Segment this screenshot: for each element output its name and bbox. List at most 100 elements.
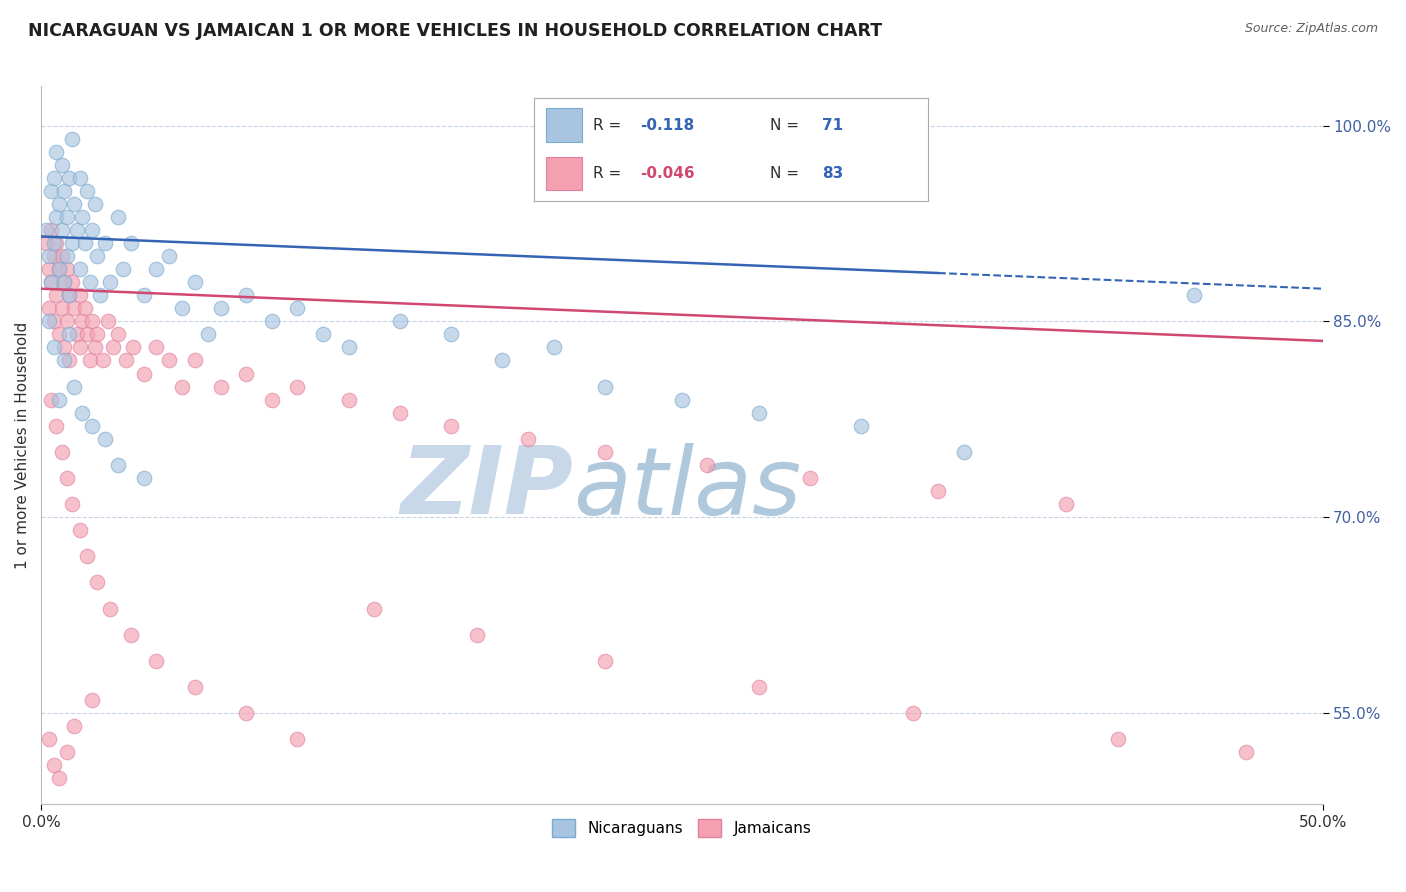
Point	[55, 249, 77, 263]
Point	[101, 341, 124, 355]
Point	[60, 131, 83, 145]
Point	[82, 418, 104, 433]
Text: 83: 83	[821, 166, 844, 180]
Point	[1234, 745, 1257, 759]
Point	[55, 210, 77, 224]
Point	[45, 288, 67, 302]
Point	[1107, 732, 1129, 747]
Point	[799, 471, 821, 485]
Point	[235, 288, 257, 302]
Text: -0.046: -0.046	[641, 166, 695, 180]
Point	[388, 314, 411, 328]
Point	[69, 170, 91, 185]
Point	[63, 719, 86, 733]
Point	[235, 367, 257, 381]
Point	[45, 235, 67, 250]
Point	[45, 210, 67, 224]
Text: atlas: atlas	[572, 443, 801, 534]
Point	[952, 445, 974, 459]
Point	[53, 353, 76, 368]
Point	[53, 275, 76, 289]
Point	[94, 432, 117, 446]
Text: R =: R =	[593, 166, 627, 180]
Point	[41, 392, 63, 407]
Point	[132, 367, 155, 381]
Text: ZIP: ZIP	[401, 442, 572, 534]
Text: 71: 71	[821, 119, 842, 133]
Point	[53, 275, 76, 289]
Point	[260, 392, 283, 407]
Text: N =: N =	[770, 166, 804, 180]
Point	[70, 314, 93, 328]
Point	[120, 235, 142, 250]
Point	[58, 170, 80, 185]
Point	[53, 184, 76, 198]
Point	[38, 301, 60, 316]
Point	[58, 288, 80, 302]
Point	[42, 235, 65, 250]
Point	[73, 301, 96, 316]
Point	[51, 249, 73, 263]
Point	[73, 235, 96, 250]
Point	[66, 327, 89, 342]
Point	[107, 210, 129, 224]
Point	[58, 353, 80, 368]
Point	[51, 301, 73, 316]
Point	[86, 249, 108, 263]
Point	[79, 353, 101, 368]
Legend: Nicaraguans, Jamaicans: Nicaraguans, Jamaicans	[546, 813, 817, 843]
Point	[388, 406, 411, 420]
Point	[76, 549, 98, 564]
Point	[66, 223, 89, 237]
Point	[38, 314, 60, 328]
Point	[60, 275, 83, 289]
Point	[120, 627, 142, 641]
Point	[465, 627, 488, 641]
Point	[107, 327, 129, 342]
Text: N =: N =	[770, 119, 804, 133]
Text: -0.118: -0.118	[641, 119, 695, 133]
Point	[260, 314, 283, 328]
Point	[89, 288, 111, 302]
Point	[337, 341, 360, 355]
Point	[55, 314, 77, 328]
Point	[97, 314, 120, 328]
Point	[170, 379, 193, 393]
Point	[58, 288, 80, 302]
Point	[69, 341, 91, 355]
Point	[79, 275, 101, 289]
Point	[70, 406, 93, 420]
Point	[312, 327, 335, 342]
Point	[41, 275, 63, 289]
Point	[440, 418, 463, 433]
Point	[63, 197, 86, 211]
Point	[491, 353, 513, 368]
Y-axis label: 1 or more Vehicles in Household: 1 or more Vehicles in Household	[15, 322, 30, 569]
Point	[60, 235, 83, 250]
Point	[132, 288, 155, 302]
Point	[696, 458, 718, 472]
Point	[42, 249, 65, 263]
Point	[197, 327, 219, 342]
Point	[58, 327, 80, 342]
Bar	[546, 108, 582, 142]
Point	[94, 235, 117, 250]
Point	[235, 706, 257, 720]
Bar	[546, 157, 582, 190]
Text: R =: R =	[593, 119, 627, 133]
Point	[55, 745, 77, 759]
Point	[51, 223, 73, 237]
Point	[48, 392, 70, 407]
Point	[98, 601, 121, 615]
Point	[287, 301, 309, 316]
Point	[1184, 288, 1206, 302]
Point	[145, 341, 167, 355]
Point	[51, 158, 73, 172]
Point	[157, 249, 180, 263]
Point	[55, 471, 77, 485]
Point	[45, 145, 67, 159]
Point	[209, 379, 232, 393]
Point	[63, 379, 86, 393]
Point	[42, 758, 65, 772]
Point	[41, 275, 63, 289]
